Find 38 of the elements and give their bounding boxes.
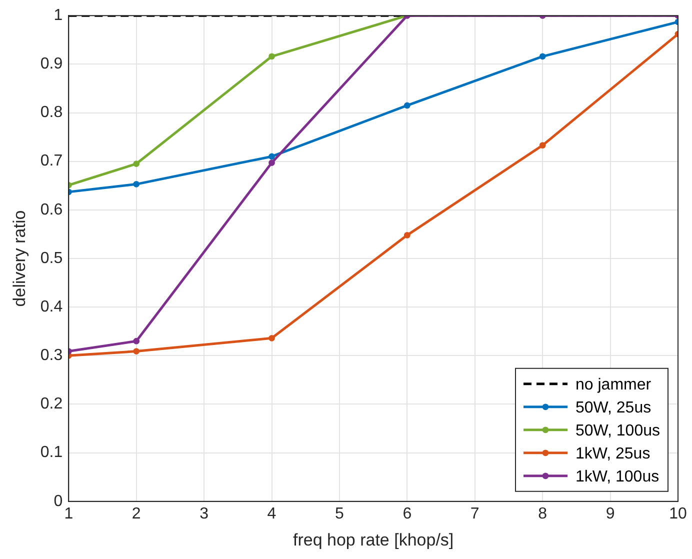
- point: [404, 232, 410, 238]
- y-tick-label: 1: [54, 7, 63, 24]
- x-tick-label: 4: [267, 505, 276, 522]
- point: [133, 180, 140, 188]
- legend-label: no jammer: [576, 376, 652, 394]
- y-axis-title: delivery ratio: [10, 210, 29, 307]
- y-tick-label: 0: [54, 492, 63, 510]
- y-tick-label: 0.3: [40, 347, 63, 364]
- x-tick-label: 8: [538, 505, 548, 522]
- legend-label: 1kW, 25us: [576, 445, 650, 462]
- point: [268, 334, 275, 342]
- legend-label: 50W, 25us: [576, 399, 652, 416]
- y-tick-label: 0.5: [40, 250, 63, 267]
- y-tick-label: 0.6: [40, 201, 63, 218]
- x-tick-label: 3: [200, 505, 209, 522]
- y-tick-label: 0.2: [40, 396, 63, 413]
- legend-label: 1kW, 100us: [576, 468, 660, 486]
- y-tick-label: 0.1: [40, 444, 63, 462]
- point: [133, 348, 140, 354]
- point: [133, 160, 140, 167]
- x-tick-label: 7: [470, 505, 480, 522]
- y-tick-label: 0.8: [40, 104, 63, 122]
- x-tick-label: 2: [132, 505, 141, 522]
- x-tick-label: 9: [606, 505, 615, 522]
- point: [268, 160, 275, 166]
- x-axis-title: freq hop rate [khop/s]: [292, 530, 454, 550]
- legend-label: 50W, 100us: [576, 422, 660, 440]
- point: [539, 53, 546, 60]
- point: [539, 142, 546, 149]
- point: [268, 53, 275, 60]
- x-tick-label: 10: [669, 505, 687, 522]
- y-tick-label: 0.9: [40, 56, 63, 73]
- y-tick-label: 0.7: [40, 152, 63, 170]
- point: [404, 102, 410, 109]
- point: [268, 153, 275, 160]
- x-tick-label: 6: [402, 505, 412, 522]
- y-tick-label: 0.4: [40, 298, 63, 316]
- x-tick-label: 5: [335, 505, 344, 522]
